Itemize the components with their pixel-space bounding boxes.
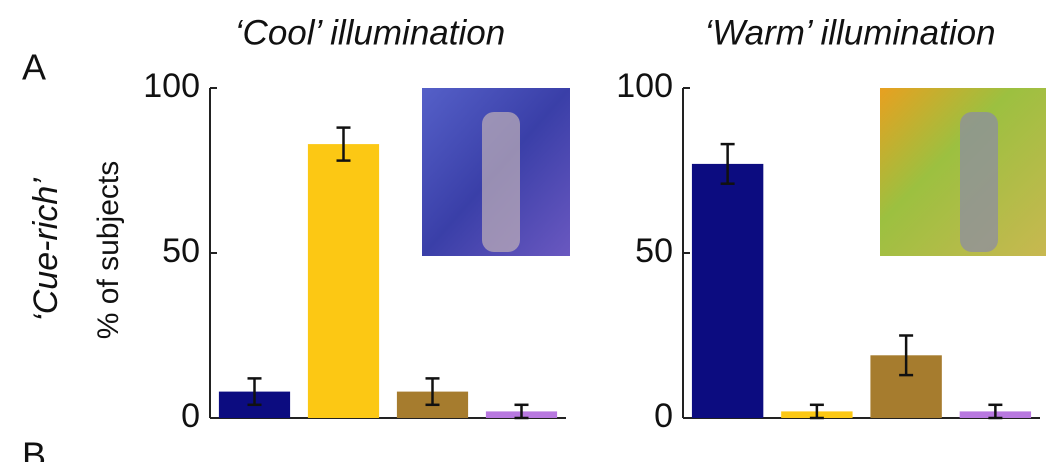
y-axis-label: % of subjects — [92, 161, 125, 339]
y-tick-label: 100 — [143, 67, 200, 105]
figure: A B ‘Cue-rich’ % of subjects ‘Cool’ illu… — [0, 0, 1063, 462]
y-tick-label: 50 — [162, 232, 200, 270]
row-label: ‘Cue-rich’ — [27, 178, 65, 322]
bar — [692, 164, 763, 418]
bar — [308, 144, 379, 418]
panel-label: B — [22, 435, 46, 462]
y-tick-label: 50 — [635, 232, 673, 270]
figure-silhouette — [482, 112, 520, 252]
chart-title: ‘Warm’ illumination — [704, 13, 995, 52]
panel-label: A — [22, 47, 46, 88]
chart-title: ‘Cool’ illumination — [235, 13, 505, 52]
figure-silhouette — [960, 112, 998, 252]
y-tick-label: 0 — [181, 397, 200, 435]
y-tick-label: 100 — [616, 67, 673, 105]
y-tick-label: 0 — [654, 397, 673, 435]
